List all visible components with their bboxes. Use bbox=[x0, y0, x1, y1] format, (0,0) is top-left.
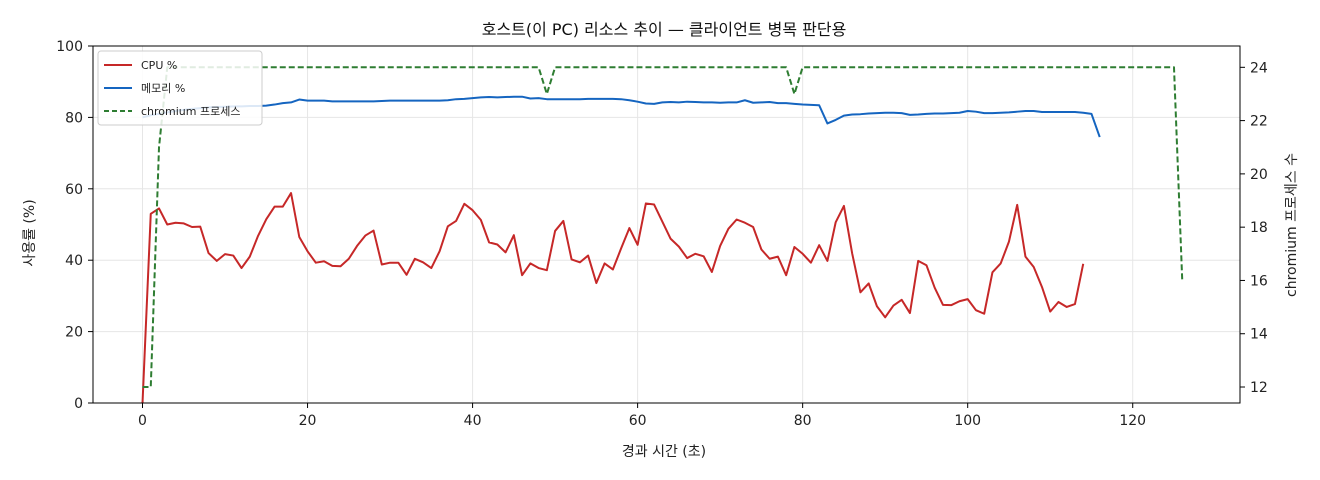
y-tick-label: 20 bbox=[65, 325, 83, 341]
y2-tick-label: 18 bbox=[1250, 220, 1268, 236]
y2-tick-label: 22 bbox=[1250, 114, 1268, 130]
legend-box bbox=[97, 50, 263, 126]
plot-frame bbox=[92, 45, 1241, 404]
x-tick-label: 0 bbox=[138, 413, 147, 429]
series-lines bbox=[141, 66, 1184, 404]
y2-tick-label: 14 bbox=[1250, 327, 1268, 343]
y2-axis-label: chromium 프로세스 수 bbox=[1284, 153, 1300, 297]
x-tick-label: 80 bbox=[794, 413, 812, 429]
axis-ticks: 0 20 40 60 80 100 120 0 20 40 60 80 100 12 14 16 18 20 22 2… bbox=[56, 39, 1268, 429]
y2-tick-label: 16 bbox=[1250, 273, 1268, 289]
x-tick-label: 100 bbox=[954, 413, 981, 429]
y-tick-label: 40 bbox=[65, 253, 83, 269]
y2-tick-label: 12 bbox=[1250, 380, 1268, 396]
x-tick-label: 60 bbox=[629, 413, 647, 429]
series-line-chromium bbox=[142, 66, 1184, 389]
x-tick-label: 20 bbox=[299, 413, 317, 429]
y-axis-label: 사용률 (%) bbox=[22, 199, 38, 266]
y-tick-label: 80 bbox=[65, 110, 83, 126]
series-line-cpu bbox=[141, 192, 1085, 404]
series-line-memory bbox=[142, 95, 1101, 138]
y-tick-label: 60 bbox=[65, 182, 83, 198]
chart-title: 호스트(이 PC) 리소스 추이 — 클라이언트 병목 판단용 bbox=[482, 20, 847, 39]
legend-label-memory: 메모리 % bbox=[141, 82, 185, 95]
y2-tick-label: 20 bbox=[1250, 167, 1268, 183]
x-tick-label: 120 bbox=[1119, 413, 1146, 429]
y2-tick-label: 24 bbox=[1250, 60, 1268, 76]
legend-label-chromium: chromium 프로세스 bbox=[141, 105, 240, 118]
x-axis-label: 경과 시간 (초) bbox=[622, 444, 706, 460]
legend-label-cpu: CPU % bbox=[141, 59, 177, 72]
legend: CPU % 메모리 % chromium 프로세스 bbox=[97, 50, 263, 126]
x-tick-label: 40 bbox=[464, 413, 482, 429]
y-tick-label: 100 bbox=[56, 39, 83, 55]
y-tick-label: 0 bbox=[74, 396, 83, 412]
